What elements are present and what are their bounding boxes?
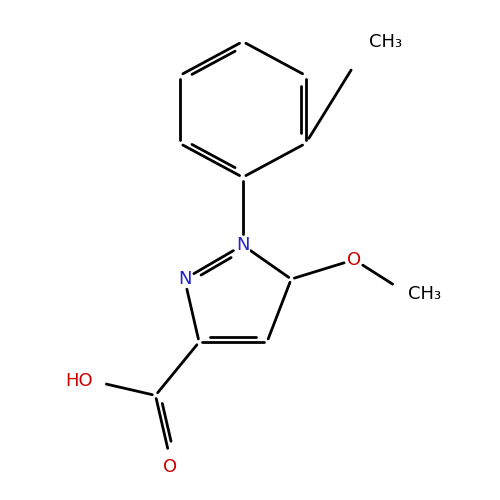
Text: CH₃: CH₃ <box>408 284 440 302</box>
Text: O: O <box>163 458 177 476</box>
Text: O: O <box>347 250 362 268</box>
Text: N: N <box>178 270 192 288</box>
Text: CH₃: CH₃ <box>369 32 402 50</box>
Text: N: N <box>236 236 250 254</box>
Text: HO: HO <box>65 372 92 390</box>
